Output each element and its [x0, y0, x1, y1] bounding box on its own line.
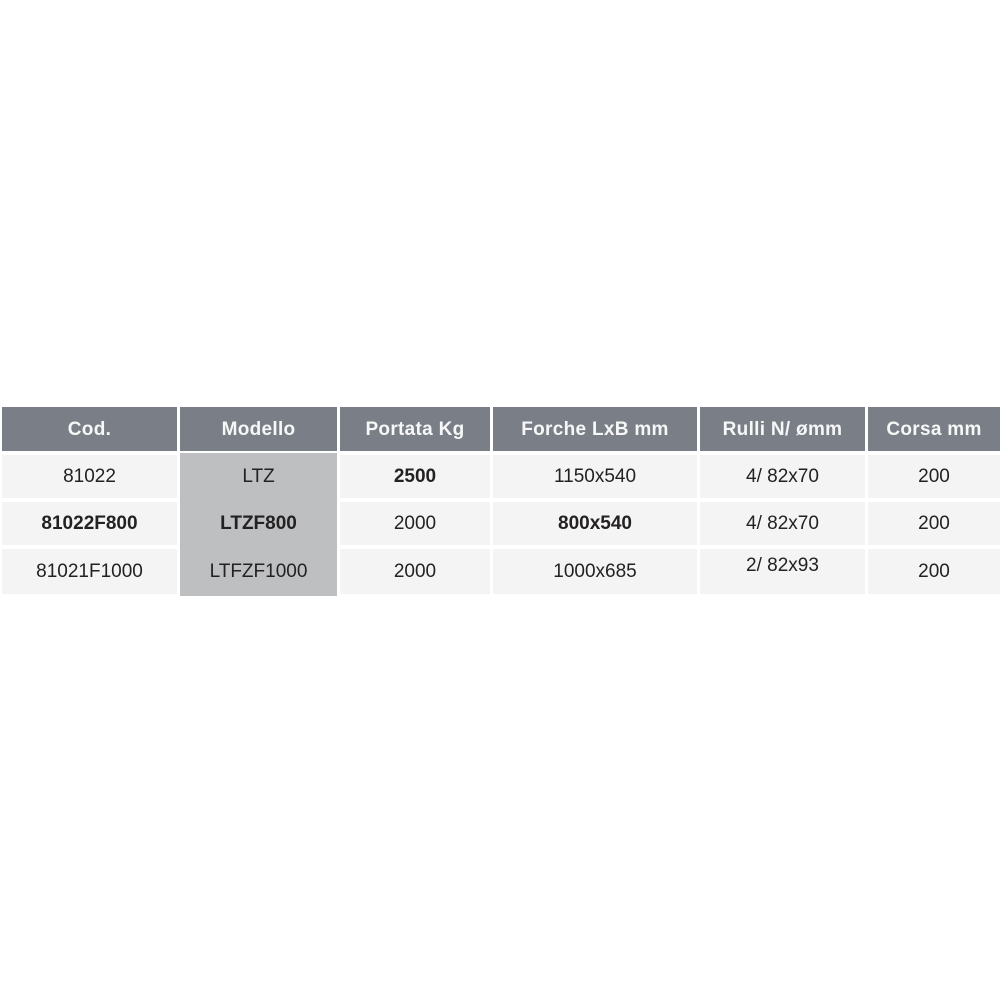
cell-forche: 1150x540: [493, 455, 697, 498]
cell-corsa: 200: [868, 502, 1000, 545]
column-header-corsa: Corsa mm: [868, 407, 1000, 451]
cell-portata: 2000: [340, 549, 490, 594]
table-row: 81022F800 LTZF800 2000 800x540 4/ 82x70 …: [2, 500, 1000, 547]
column-header-rulli: Rulli N/ ømm: [700, 407, 865, 451]
cell-modello: LTZF800: [180, 500, 337, 547]
cell-cod: 81022: [2, 455, 177, 498]
cell-modello: LTFZF1000: [180, 547, 337, 596]
table-header-row: Cod. Modello Portata Kg Forche LxB mm Ru…: [2, 407, 1000, 451]
column-header-modello: Modello: [180, 407, 337, 451]
column-header-portata: Portata Kg: [340, 407, 490, 451]
cell-forche: 1000x685: [493, 549, 697, 594]
cell-modello: LTZ: [180, 453, 337, 500]
cell-corsa: 200: [868, 455, 1000, 498]
cell-rulli: 4/ 82x70: [700, 455, 865, 498]
table-row: 81022 LTZ 2500 1150x540 4/ 82x70 200: [2, 453, 1000, 500]
column-header-forche: Forche LxB mm: [493, 407, 697, 451]
cell-portata: 2000: [340, 502, 490, 545]
product-spec-table: Cod. Modello Portata Kg Forche LxB mm Ru…: [2, 407, 1000, 596]
cell-rulli: 4/ 82x70: [700, 502, 865, 545]
cell-cod: 81021F1000: [2, 549, 177, 594]
cell-forche: 800x540: [493, 502, 697, 545]
cell-corsa: 200: [868, 549, 1000, 594]
column-header-cod: Cod.: [2, 407, 177, 451]
cell-portata: 2500: [340, 455, 490, 498]
cell-rulli: 2/ 82x93: [700, 549, 865, 594]
table-row: 81021F1000 LTFZF1000 2000 1000x685 2/ 82…: [2, 547, 1000, 596]
cell-cod: 81022F800: [2, 502, 177, 545]
